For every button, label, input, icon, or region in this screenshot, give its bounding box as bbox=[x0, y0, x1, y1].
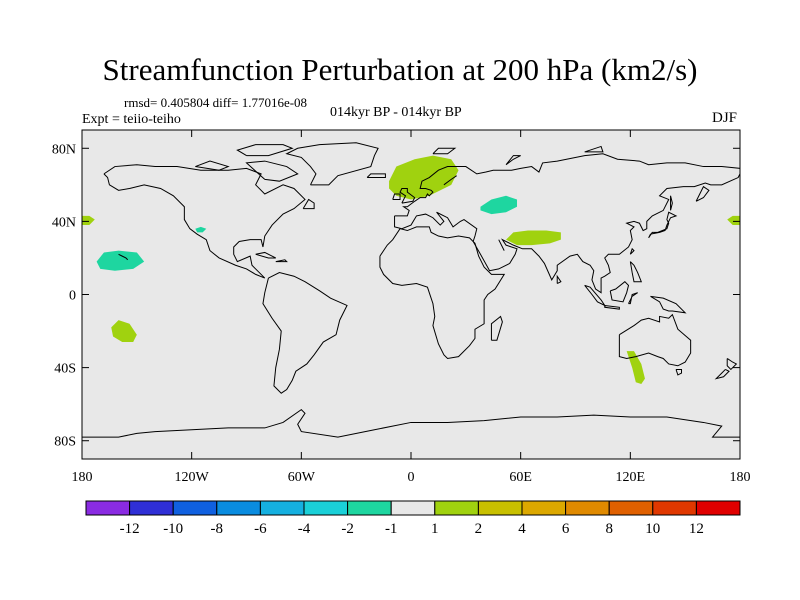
coastline-new-guinea bbox=[650, 295, 687, 314]
anomaly-region-himalaya-persia bbox=[506, 230, 561, 246]
coastline-scandinavia-lakes bbox=[443, 175, 457, 186]
coastline-kamchatka bbox=[695, 185, 710, 202]
colorbar-label: 1 bbox=[431, 521, 439, 537]
coastline-new-zealand-north bbox=[726, 358, 738, 371]
coastline-antarctica bbox=[82, 408, 740, 438]
colorbar-label: 2 bbox=[475, 521, 483, 537]
lon-tick-label: 60E bbox=[509, 470, 532, 485]
plot-title: Streamfunction Perturbation at 200 hPa (… bbox=[102, 52, 698, 87]
coastline-taiwan bbox=[629, 247, 635, 255]
colorbar-label: 10 bbox=[645, 521, 660, 537]
lat-tick-label: 40S bbox=[54, 362, 76, 377]
colorbar-label: 8 bbox=[605, 521, 613, 537]
lat-tick-label: 40N bbox=[52, 215, 76, 230]
colorbar-swatch bbox=[477, 500, 523, 516]
lat-tick-label: 80S bbox=[54, 435, 76, 450]
stats-label: rmsd= 0.405804 diff= 1.77016e-08 bbox=[124, 95, 308, 110]
anomaly-region-southeast-australia bbox=[626, 351, 645, 385]
colorbar-swatch bbox=[695, 500, 741, 516]
anomaly-region-california-small bbox=[195, 226, 207, 233]
colorbar-swatch bbox=[85, 500, 131, 516]
coastline-baffin bbox=[245, 160, 299, 182]
lon-tick-label: 180 bbox=[72, 470, 93, 485]
coastline-borneo bbox=[609, 281, 630, 303]
colorbar-label: -12 bbox=[120, 521, 140, 537]
colorbar-label: -6 bbox=[254, 521, 267, 537]
coastline-new-zealand-south bbox=[714, 368, 730, 380]
season-label: DJF bbox=[712, 110, 738, 126]
coastlines bbox=[82, 142, 741, 438]
colorbar-label: 12 bbox=[689, 521, 704, 537]
colorbar-swatch bbox=[390, 500, 436, 516]
lon-tick-label: 60W bbox=[288, 470, 316, 485]
anomaly-region-north-pacific-west-edge bbox=[82, 215, 95, 226]
coastline-greenland bbox=[285, 142, 379, 186]
coastline-novaya-zemlya bbox=[505, 155, 521, 166]
coastline-sakhalin bbox=[670, 195, 673, 211]
coastline-severnaya bbox=[584, 145, 604, 153]
experiment-label: Expt = teiio-teiho bbox=[82, 112, 181, 127]
colorbar-swatch bbox=[347, 500, 392, 516]
colorbar-swatch bbox=[652, 500, 697, 516]
colorbar-swatch bbox=[216, 500, 261, 516]
anomaly-region-south-pacific bbox=[111, 320, 137, 343]
coastline-africa bbox=[379, 226, 506, 360]
lat-tick-label: 80N bbox=[52, 142, 76, 157]
coastline-madagascar bbox=[490, 315, 503, 341]
colorbar-swatch bbox=[259, 500, 305, 516]
colorbar-swatch bbox=[129, 500, 174, 516]
axis-ticks: 80N 40N 0 40S 80S 180 120W 60W 0 60E 120E 180 bbox=[52, 130, 751, 485]
coastline-eurasia bbox=[394, 153, 741, 294]
coastline-cuba bbox=[255, 251, 276, 259]
coastline-south-america bbox=[262, 272, 348, 394]
coastline-newfoundland bbox=[302, 198, 315, 210]
coastline-hispaniola bbox=[275, 259, 288, 263]
lon-tick-label: 0 bbox=[408, 470, 415, 485]
coastline-great-britain bbox=[399, 187, 416, 204]
coastline-hawaii-islands bbox=[118, 253, 129, 261]
colorbar-swatch bbox=[608, 500, 654, 516]
coastline-philippines bbox=[629, 261, 643, 283]
colorbar-label: -4 bbox=[298, 521, 311, 537]
lat-tick-label: 0 bbox=[69, 289, 76, 304]
lon-tick-label: 120E bbox=[616, 470, 646, 485]
coastline-tasmania bbox=[675, 368, 683, 376]
anomaly-region-north-pacific-east-edge bbox=[727, 215, 740, 226]
anomaly-region-caspian bbox=[480, 195, 518, 215]
colorbar-swatch bbox=[565, 500, 610, 516]
coastline-java bbox=[604, 304, 620, 310]
colorbar-label: 6 bbox=[562, 521, 570, 537]
coastline-sri-lanka bbox=[556, 274, 562, 284]
coastline-ellesmere bbox=[236, 144, 294, 157]
colorbar-swatch bbox=[521, 500, 567, 516]
colorbar: -12 -10 -8 -6 -4 -2 -1 1 2 4 6 8 10 12 bbox=[85, 500, 741, 537]
coastline-iceland bbox=[366, 173, 386, 179]
colorbar-label: -8 bbox=[211, 521, 224, 537]
anomaly-region-hawaii bbox=[96, 250, 145, 271]
coastline-ireland bbox=[392, 193, 401, 200]
lon-tick-label: 120W bbox=[175, 470, 210, 485]
coastline-sulawesi bbox=[628, 292, 638, 305]
coastline-svalbard bbox=[432, 147, 457, 155]
colorbar-label: -1 bbox=[385, 521, 398, 537]
colorbar-label: 4 bbox=[518, 521, 526, 537]
coastline-japan bbox=[648, 211, 678, 239]
coastline-arabia-gulf bbox=[498, 239, 505, 251]
colorbar-label: -10 bbox=[163, 521, 183, 537]
period-label: 014kyr BP - 014kyr BP bbox=[330, 105, 462, 120]
lon-tick-label: 180 bbox=[730, 470, 751, 485]
colorbar-swatch bbox=[303, 500, 349, 516]
colorbar-swatch bbox=[434, 500, 479, 516]
colorbar-label: -2 bbox=[341, 521, 354, 537]
coastline-australia bbox=[618, 313, 692, 367]
colorbar-swatch bbox=[172, 500, 218, 516]
coastline-victoria-island bbox=[195, 160, 230, 171]
